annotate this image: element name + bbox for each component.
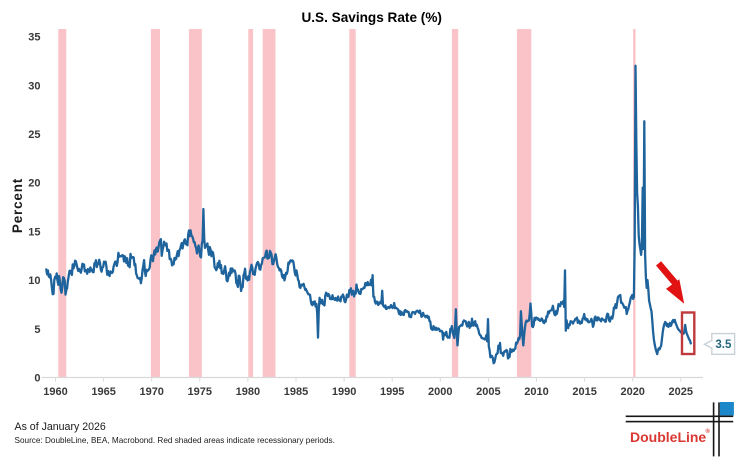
svg-text:1970: 1970 [139, 386, 163, 398]
svg-text:0: 0 [34, 373, 40, 385]
svg-text:25: 25 [28, 129, 40, 141]
svg-text:1985: 1985 [284, 386, 308, 398]
svg-text:Source: DoubleLine, BEA, Macro: Source: DoubleLine, BEA, Macrobond. Red … [15, 436, 335, 445]
svg-text:2005: 2005 [476, 386, 500, 398]
svg-text:2010: 2010 [524, 386, 548, 398]
svg-text:2025: 2025 [669, 386, 693, 398]
svg-text:5: 5 [34, 324, 40, 336]
svg-text:15: 15 [28, 226, 40, 238]
svg-text:1960: 1960 [43, 386, 67, 398]
svg-text:U.S. Savings Rate (%): U.S. Savings Rate (%) [301, 10, 442, 25]
svg-text:35: 35 [28, 32, 40, 44]
svg-text:1995: 1995 [380, 386, 404, 398]
svg-text:As of January 2026: As of January 2026 [15, 421, 106, 433]
svg-text:3.5: 3.5 [715, 339, 732, 351]
svg-text:2015: 2015 [572, 386, 596, 398]
svg-text:Percent: Percent [10, 178, 25, 233]
svg-text:2000: 2000 [428, 386, 452, 398]
svg-text:1965: 1965 [91, 386, 115, 398]
svg-text:DoubleLine: DoubleLine [630, 429, 706, 445]
svg-text:10: 10 [28, 275, 40, 287]
svg-text:®: ® [706, 428, 711, 435]
svg-text:1975: 1975 [188, 386, 212, 398]
svg-text:20: 20 [28, 178, 40, 190]
svg-text:30: 30 [28, 80, 40, 92]
svg-text:2020: 2020 [620, 386, 644, 398]
svg-text:1980: 1980 [236, 386, 260, 398]
svg-text:1990: 1990 [332, 386, 356, 398]
